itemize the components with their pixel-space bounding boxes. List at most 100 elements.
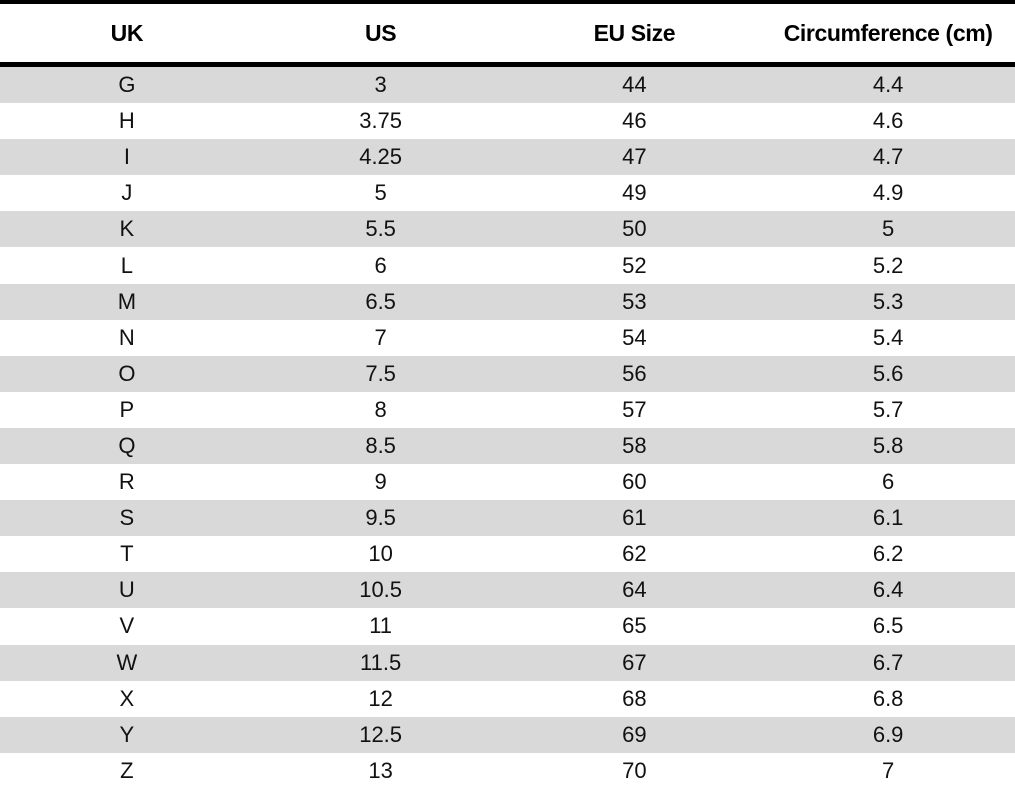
table-row: G 3 44 4.4: [0, 64, 1015, 104]
cell: 50: [622, 216, 647, 242]
cell: 6.8: [872, 685, 904, 711]
cell: 4.9: [872, 180, 904, 206]
cell: 5.4: [872, 324, 904, 350]
cell: 4.25: [359, 144, 403, 170]
cell: 3: [374, 72, 387, 98]
cell: 5.8: [872, 432, 904, 458]
cell: 12: [368, 685, 393, 711]
cell: 5.3: [872, 288, 904, 314]
cell: O: [118, 360, 136, 386]
cell: 6: [374, 252, 387, 278]
table-row: H 3.75 46 4.6: [0, 103, 1015, 140]
table-row: T 10 62 6.2: [0, 536, 1015, 573]
table-row: N 7 54 5.4: [0, 319, 1015, 356]
cell: 4.6: [872, 108, 904, 134]
cell: 58: [622, 432, 647, 458]
cell: 68: [622, 685, 647, 711]
table-body: G 3 44 4.4 H 3.75 46 4.6 I 4.25 47 4.7 J 5 49 4.9 K 5.5 50…: [0, 64, 1015, 789]
cell: 47: [622, 144, 647, 170]
cell: J: [121, 180, 133, 206]
column-header-uk: UK: [0, 2, 254, 65]
cell: 60: [622, 469, 647, 495]
cell: M: [117, 288, 137, 314]
table-row: W 11.5 67 6.7: [0, 644, 1015, 681]
cell: T: [120, 541, 134, 567]
header-row: UK US EU Size Circumference (cm): [0, 2, 1015, 65]
cell: 5: [374, 180, 387, 206]
cell: 7.5: [365, 360, 396, 386]
cell: 5.2: [872, 252, 904, 278]
cell: 65: [622, 613, 647, 639]
cell: 70: [622, 757, 647, 783]
cell: 6.4: [872, 577, 904, 603]
cell: 44: [622, 72, 647, 98]
cell: 56: [622, 360, 647, 386]
cell: U: [118, 577, 135, 603]
cell: 5.7: [872, 396, 904, 422]
table-row: X 12 68 6.8: [0, 680, 1015, 717]
table-row: L 6 52 5.2: [0, 247, 1015, 284]
cell: 5.5: [365, 216, 396, 242]
cell: 49: [622, 180, 647, 206]
column-header-circumference-cm: Circumference (cm): [761, 2, 1015, 65]
table-row: J 5 49 4.9: [0, 175, 1015, 212]
cell: 6.7: [872, 649, 904, 675]
cell: K: [119, 216, 135, 242]
cell: 4.4: [872, 72, 904, 98]
cell: 5.6: [872, 360, 904, 386]
cell: N: [118, 324, 135, 350]
cell: 4.7: [872, 144, 904, 170]
cell: 6.1: [872, 505, 904, 531]
cell: 10.5: [359, 577, 403, 603]
table-row: Y 12.5 69 6.9: [0, 716, 1015, 753]
column-header-us: US: [253, 2, 508, 65]
table-row: S 9.5 61 6.1: [0, 500, 1015, 537]
cell: I: [123, 144, 130, 170]
cell: 10: [368, 541, 393, 567]
cell: 52: [622, 252, 647, 278]
cell: Q: [118, 432, 136, 458]
cell: 53: [622, 288, 647, 314]
cell: R: [118, 469, 135, 495]
cell: S: [119, 505, 135, 531]
cell: Y: [119, 721, 135, 747]
cell: 54: [622, 324, 647, 350]
cell: 67: [622, 649, 647, 675]
cell: 11: [369, 613, 393, 639]
cell: P: [119, 396, 135, 422]
cell: 6: [882, 469, 895, 495]
table-row: U 10.5 64 6.4: [0, 572, 1015, 609]
cell: W: [116, 649, 138, 675]
cell: 8: [374, 396, 387, 422]
table-row: P 8 57 5.7: [0, 391, 1015, 428]
cell: 6.5: [365, 288, 396, 314]
cell: L: [120, 252, 133, 278]
cell: 6.5: [872, 613, 904, 639]
table-row: V 11 65 6.5: [0, 608, 1015, 645]
cell: 8.5: [365, 432, 396, 458]
table-header: UK US EU Size Circumference (cm): [0, 2, 1015, 65]
table-row: O 7.5 56 5.6: [0, 355, 1015, 392]
cell: 9: [374, 469, 387, 495]
cell: 69: [622, 721, 647, 747]
cell: G: [118, 72, 136, 98]
cell: 57: [622, 396, 647, 422]
cell: 12.5: [359, 721, 403, 747]
cell: 61: [622, 505, 647, 531]
cell: 7: [882, 757, 895, 783]
cell: 64: [622, 577, 647, 603]
cell: 11.5: [360, 649, 402, 675]
table-row: R 9 60 6: [0, 464, 1015, 501]
cell: 46: [622, 108, 647, 134]
cell: 3.75: [359, 108, 403, 134]
cell: Z: [120, 757, 134, 783]
cell: 6.2: [872, 541, 904, 567]
table-row: K 5.5 50 5: [0, 211, 1015, 248]
cell: 7: [374, 324, 387, 350]
table-row: Z 13 70 7: [0, 752, 1015, 789]
table-row: Q 8.5 58 5.8: [0, 427, 1015, 465]
table-row: I 4.25 47 4.7: [0, 139, 1015, 176]
cell: V: [119, 613, 135, 639]
cell: 6.9: [872, 721, 904, 747]
